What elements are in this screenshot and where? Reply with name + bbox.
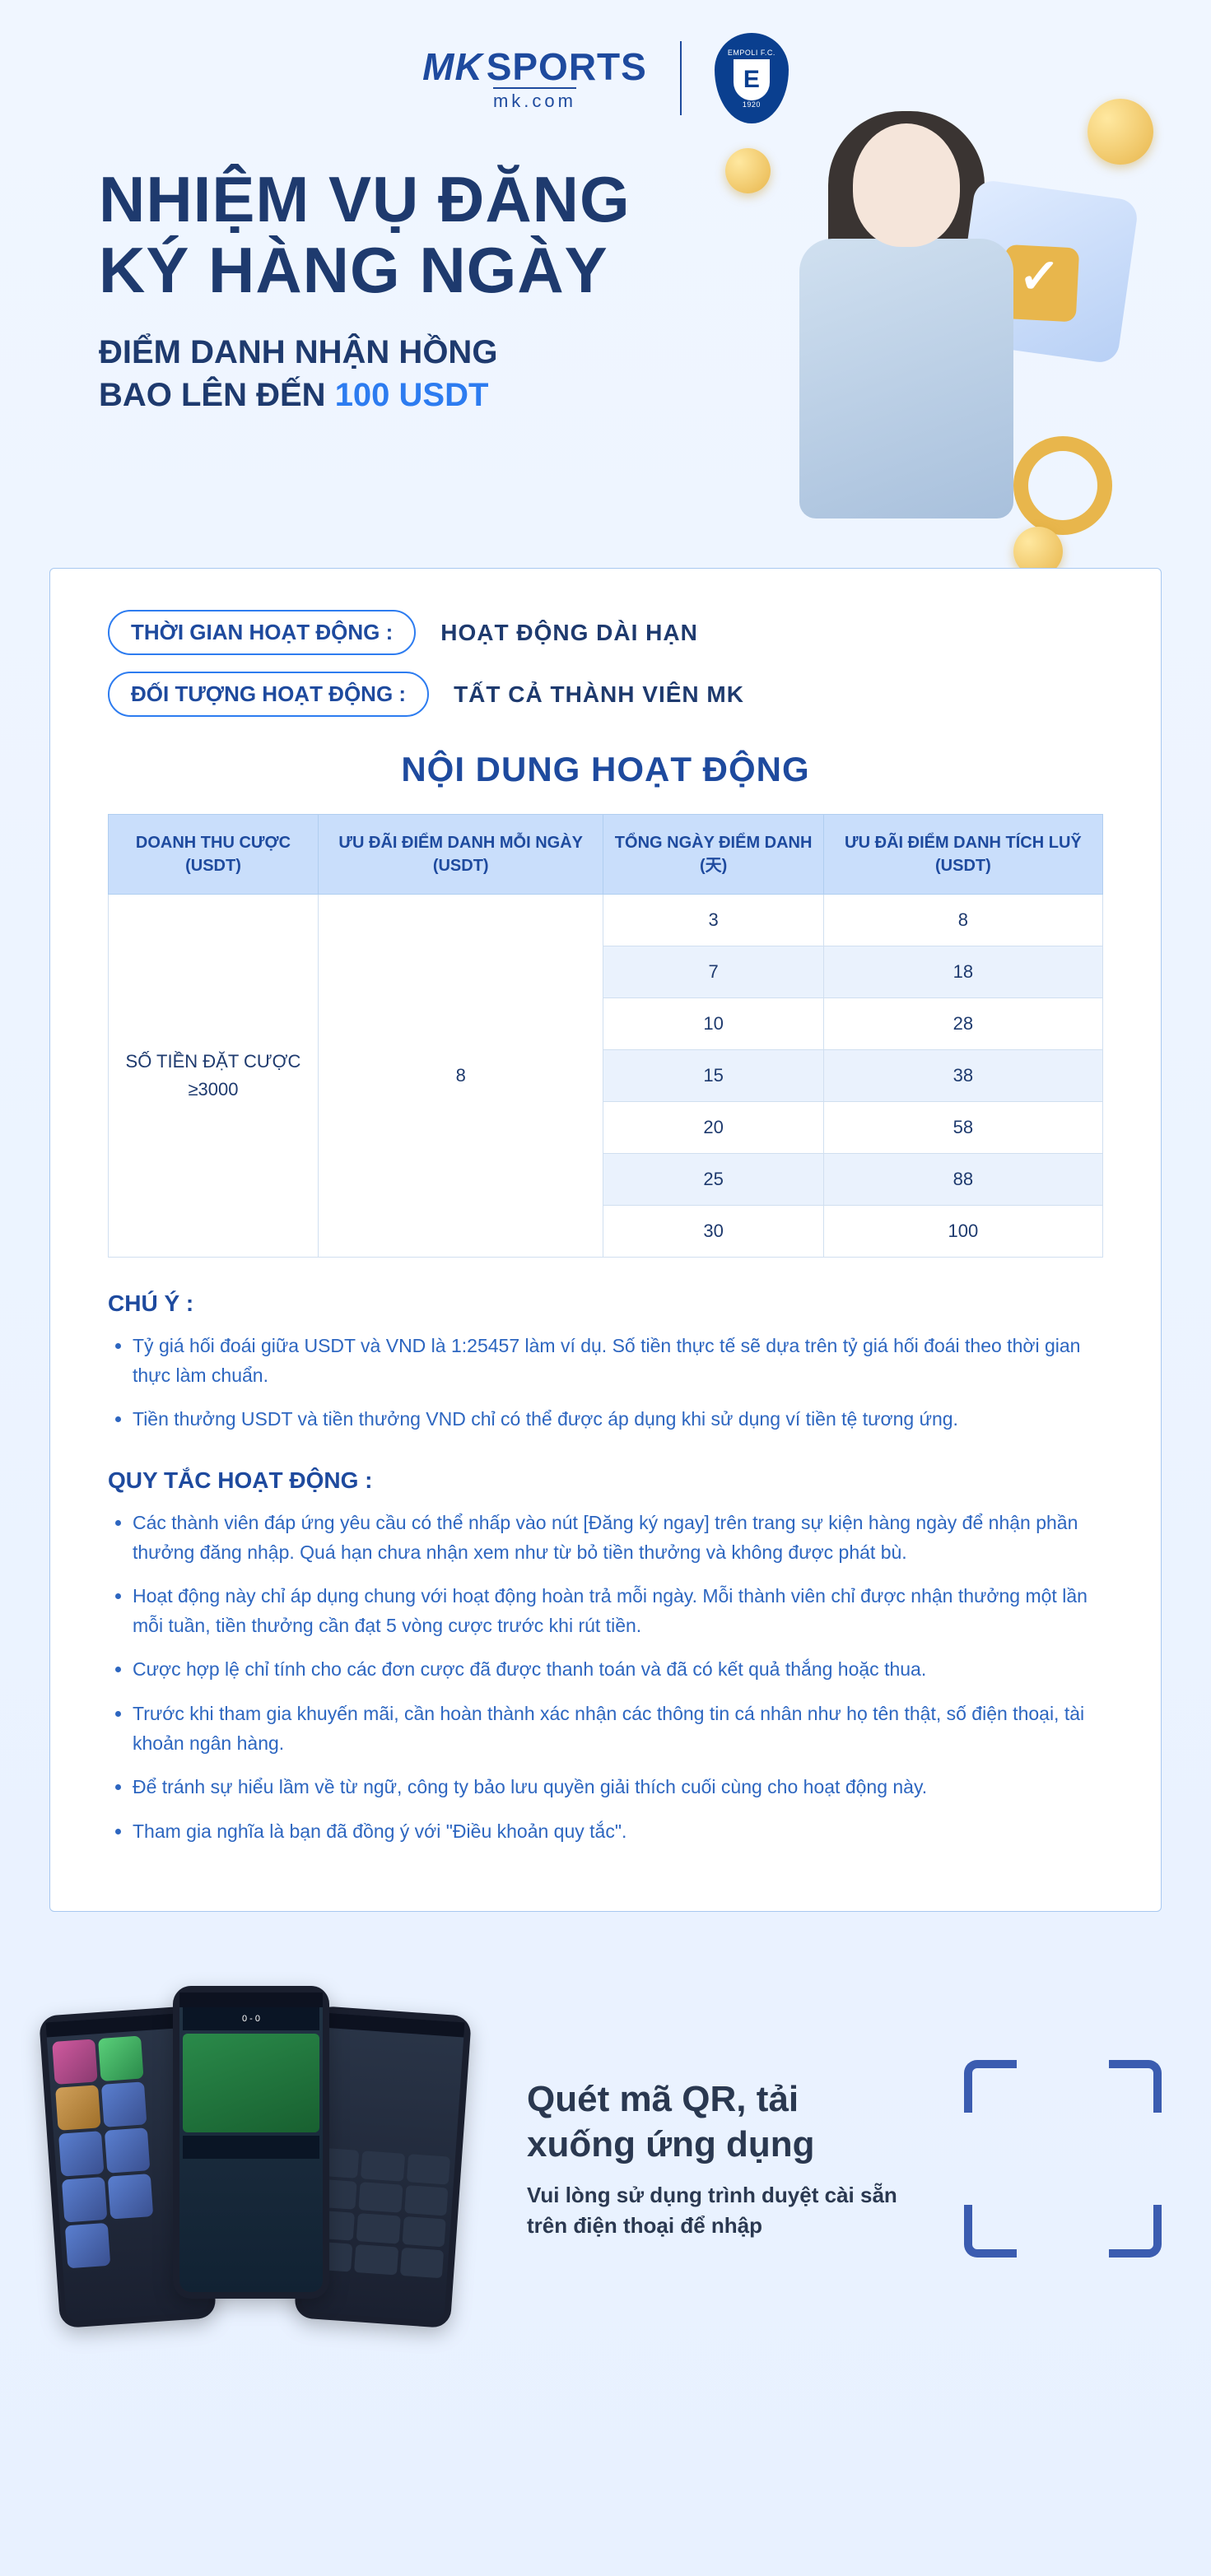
days-cell: 7 bbox=[603, 946, 823, 998]
col-bet: DOANH THU CƯỢC (USDT) bbox=[109, 815, 319, 895]
bonus-table: DOANH THU CƯỢC (USDT) ƯU ĐÃI ĐIỂM DANH M… bbox=[108, 814, 1103, 1258]
bet-cell: SỐ TIỀN ĐẶT CƯỢC ≥3000 bbox=[109, 895, 319, 1258]
col-cum: ƯU ĐÃI ĐIỂM DANH TÍCH LUỸ (USDT) bbox=[823, 815, 1102, 895]
gold-coin-icon bbox=[1088, 99, 1153, 165]
phone-score: 0 - 0 bbox=[183, 2007, 319, 2030]
col-daily: ƯU ĐÃI ĐIỂM DANH MỖI NGÀY (USDT) bbox=[318, 815, 603, 895]
days-cell: 20 bbox=[603, 1102, 823, 1154]
target-label: ĐỐI TƯỢNG HOẠT ĐỘNG : bbox=[108, 672, 429, 717]
person-illustration bbox=[775, 123, 1038, 568]
rule-item: Tham gia nghĩa là bạn đã đồng ý với "Điề… bbox=[133, 1817, 1103, 1847]
logo-domain: mk.com bbox=[493, 87, 576, 112]
bet-l2: ≥3000 bbox=[117, 1079, 310, 1100]
rule-item: Để tránh sự hiểu lầm về từ ngữ, công ty … bbox=[133, 1773, 1103, 1802]
logo-mk-text: MK bbox=[422, 44, 483, 89]
content-card: THỜI GIAN HOẠT ĐỘNG : HOẠT ĐỘNG DÀI HẠN … bbox=[49, 568, 1162, 1912]
cum-cell: 28 bbox=[823, 998, 1102, 1050]
cum-cell: 58 bbox=[823, 1102, 1102, 1154]
phone-mockup-icon: 0 - 0 bbox=[173, 1986, 329, 2299]
footer-text: Quét mã QR, tải xuống ứng dụng Vui lòng … bbox=[527, 2076, 915, 2240]
hero-sub-l2a: BAO LÊN ĐẾN bbox=[99, 377, 335, 413]
rules-list: Các thành viên đáp ứng yêu cầu có thể nh… bbox=[108, 1509, 1103, 1847]
target-value: TẤT CẢ THÀNH VIÊN MK bbox=[454, 681, 744, 708]
mk-sports-logo: MK SPORTS mk.com bbox=[422, 44, 647, 112]
rule-item: Các thành viên đáp ứng yêu cầu có thể nh… bbox=[133, 1509, 1103, 1567]
daily-bonus-cell: 8 bbox=[318, 895, 603, 1258]
table-row: SỐ TIỀN ĐẶT CƯỢC≥3000838 bbox=[109, 895, 1103, 946]
notes-heading: CHÚ Ý : bbox=[108, 1290, 1103, 1317]
rules-heading: QUY TẮC HOẠT ĐỘNG : bbox=[108, 1467, 1103, 1494]
hero-banner: NHIỆM VỤ ĐĂNG KÝ HÀNG NGÀY ĐIỂM DANH NHẬ… bbox=[0, 140, 1211, 568]
logo-sports-text: SPORTS bbox=[487, 44, 647, 89]
note-item: Tỷ giá hối đoái giữa USDT và VND là 1:25… bbox=[133, 1332, 1103, 1390]
cum-cell: 18 bbox=[823, 946, 1102, 998]
gold-coin-icon bbox=[725, 148, 771, 193]
days-cell: 15 bbox=[603, 1050, 823, 1102]
days-cell: 3 bbox=[603, 895, 823, 946]
header-divider bbox=[680, 41, 682, 115]
info-row-target: ĐỐI TƯỢNG HOẠT ĐỘNG : TẤT CẢ THÀNH VIÊN … bbox=[108, 672, 1103, 717]
rule-item: Cược hợp lệ chỉ tính cho các đơn cược đã… bbox=[133, 1655, 1103, 1685]
section-title: NỘI DUNG HOẠT ĐỘNG bbox=[108, 750, 1103, 789]
cum-cell: 8 bbox=[823, 895, 1102, 946]
note-item: Tiền thưởng USDT và tiền thưởng VND chỉ … bbox=[133, 1405, 1103, 1434]
days-cell: 25 bbox=[603, 1154, 823, 1206]
cum-cell: 38 bbox=[823, 1050, 1102, 1102]
footer-title: Quét mã QR, tải xuống ứng dụng bbox=[527, 2076, 915, 2167]
days-cell: 10 bbox=[603, 998, 823, 1050]
cum-cell: 100 bbox=[823, 1206, 1102, 1258]
phone-preview: 0 - 0 bbox=[49, 1986, 477, 2332]
time-label: THỜI GIAN HOẠT ĐỘNG : bbox=[108, 610, 416, 655]
rule-item: Hoạt động này chỉ áp dụng chung với hoạt… bbox=[133, 1582, 1103, 1640]
cum-cell: 88 bbox=[823, 1154, 1102, 1206]
rule-item: Trước khi tham gia khuyến mãi, cần hoàn … bbox=[133, 1700, 1103, 1758]
col-days: TỔNG NGÀY ĐIỂM DANH (天) bbox=[603, 815, 823, 895]
footer: 0 - 0 Quét mã QR, tải xuống ứng dụng Vui… bbox=[49, 1986, 1162, 2332]
bet-l1: SỐ TIỀN ĐẶT CƯỢC bbox=[117, 1051, 310, 1072]
notes-list: Tỷ giá hối đoái giữa USDT và VND là 1:25… bbox=[108, 1332, 1103, 1434]
time-value: HOẠT ĐỘNG DÀI HẠN bbox=[440, 620, 698, 646]
hero-sub-amount: 100 USDT bbox=[335, 377, 489, 413]
days-cell: 30 bbox=[603, 1206, 823, 1258]
hero-illustration bbox=[709, 91, 1162, 584]
footer-subtitle: Vui lòng sử dụng trình duyệt cài sẵn trê… bbox=[527, 2180, 915, 2240]
badge-top-text: EMPOLI F.C. bbox=[728, 49, 776, 57]
qr-placeholder-icon bbox=[964, 2060, 1162, 2257]
info-row-time: THỜI GIAN HOẠT ĐỘNG : HOẠT ĐỘNG DÀI HẠN bbox=[108, 610, 1103, 655]
